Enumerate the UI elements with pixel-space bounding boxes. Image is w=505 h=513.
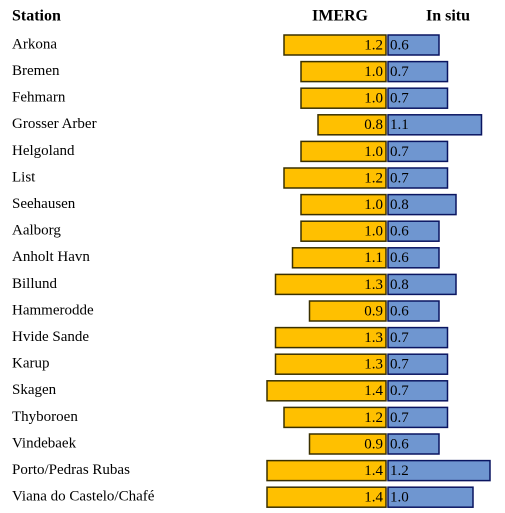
legend-entry: In situ (426, 8, 470, 25)
value-label: 0.7 (390, 64, 409, 80)
value-label: 0.8 (390, 197, 409, 213)
value-label: 0.7 (390, 144, 409, 160)
bar (387, 167, 449, 189)
station-name: Porto/Pedras Rubas (12, 462, 130, 478)
value-label: 0.7 (390, 357, 409, 373)
station-name: Anholt Havn (12, 249, 90, 265)
station-name: Helgoland (12, 143, 75, 159)
bar (387, 220, 440, 242)
value-label: 0.8 (364, 117, 383, 133)
bar (283, 406, 387, 429)
bar (266, 459, 387, 482)
station-name: Karup (12, 356, 50, 372)
bar (300, 193, 387, 216)
value-label: 0.6 (390, 250, 409, 266)
station-name: Arkona (12, 36, 57, 52)
bar (387, 247, 440, 269)
bar (317, 114, 387, 136)
station-name: Viana do Castelo/Chafé (12, 489, 155, 505)
value-label: 0.6 (390, 303, 409, 319)
station-name: Bremen (12, 63, 60, 79)
value-label: 1.0 (390, 490, 409, 506)
station-name: Fehmarn (12, 90, 66, 106)
value-label: 1.4 (364, 463, 383, 479)
bar (387, 486, 474, 508)
station-name: Hvide Sande (12, 329, 89, 345)
bar (300, 60, 387, 83)
value-label: 1.2 (364, 410, 383, 426)
value-label: 1.0 (364, 197, 383, 213)
value-label: 0.8 (390, 277, 409, 293)
value-label: 1.4 (364, 490, 383, 506)
bar (300, 87, 387, 109)
bar (274, 326, 387, 349)
value-label: 1.2 (390, 463, 409, 479)
value-label: 1.3 (364, 357, 383, 373)
value-label: 1.2 (364, 170, 383, 186)
value-label: 0.7 (390, 330, 409, 346)
station-name: Grosser Arber (12, 116, 97, 132)
value-label: 1.1 (364, 250, 383, 266)
bar (387, 459, 491, 482)
value-label: 1.0 (364, 64, 383, 80)
bar (266, 486, 387, 508)
value-label: 1.0 (364, 224, 383, 240)
bar (308, 433, 387, 455)
value-label: 0.7 (390, 170, 409, 186)
value-label: 0.6 (390, 436, 409, 452)
bar (283, 34, 387, 56)
value-label: 1.3 (364, 330, 383, 346)
station-name: Hammerodde (12, 302, 94, 318)
station-name: Vindebaek (12, 435, 77, 451)
value-label: 1.0 (364, 91, 383, 107)
bar (266, 380, 387, 402)
bar (387, 380, 449, 402)
bar (274, 353, 387, 375)
value-label: 1.4 (364, 383, 383, 399)
bar (387, 114, 483, 136)
value-label: 0.9 (364, 436, 383, 452)
value-label: 0.7 (390, 91, 409, 107)
station-name: List (12, 169, 36, 185)
bar (300, 220, 387, 242)
bar (387, 433, 440, 455)
value-label: 0.6 (390, 224, 409, 240)
value-label: 1.0 (364, 144, 383, 160)
column-header: Station (12, 8, 61, 25)
value-label: 1.2 (364, 37, 383, 53)
bar (308, 300, 387, 322)
bar (387, 34, 440, 56)
bar (387, 140, 449, 163)
bar (387, 353, 449, 375)
bar (387, 60, 449, 83)
station-name: Skagen (12, 382, 57, 398)
legend-entry: IMERG (312, 8, 369, 25)
bar (387, 87, 449, 109)
station-name: Seehausen (12, 196, 76, 212)
value-label: 1.1 (390, 117, 409, 133)
bar (387, 326, 449, 349)
bar (387, 406, 449, 429)
bar (283, 167, 387, 189)
value-label: 0.6 (390, 37, 409, 53)
bar (387, 273, 457, 296)
bar (291, 247, 387, 269)
bar (387, 193, 457, 216)
station-name: Billund (12, 276, 58, 292)
bar (387, 300, 440, 322)
value-label: 0.7 (390, 410, 409, 426)
bar (274, 273, 387, 296)
value-label: 1.3 (364, 277, 383, 293)
bar (300, 140, 387, 163)
value-label: 0.7 (390, 383, 409, 399)
station-name: Thyboroen (12, 409, 78, 425)
value-label: 0.9 (364, 303, 383, 319)
station-name: Aalborg (12, 223, 61, 239)
